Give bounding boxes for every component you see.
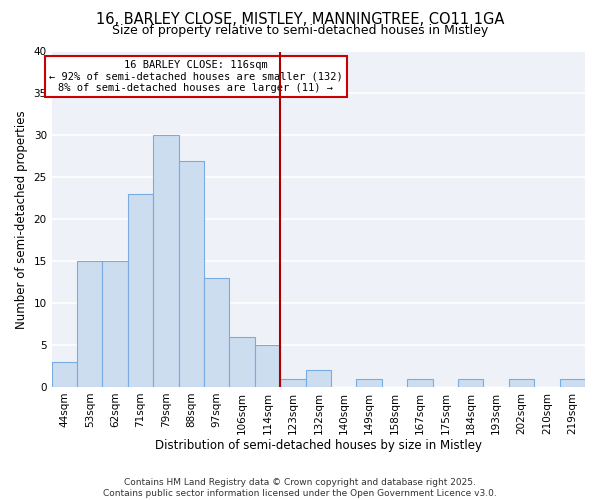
Bar <box>128 194 153 387</box>
Bar <box>103 261 128 387</box>
Text: Size of property relative to semi-detached houses in Mistley: Size of property relative to semi-detach… <box>112 24 488 37</box>
Bar <box>458 378 484 387</box>
Text: 16 BARLEY CLOSE: 116sqm
← 92% of semi-detached houses are smaller (132)
8% of se: 16 BARLEY CLOSE: 116sqm ← 92% of semi-de… <box>49 60 343 93</box>
Bar <box>305 370 331 387</box>
Bar <box>77 261 103 387</box>
Y-axis label: Number of semi-detached properties: Number of semi-detached properties <box>15 110 28 328</box>
Bar <box>255 345 280 387</box>
Bar <box>407 378 433 387</box>
Bar <box>509 378 534 387</box>
Text: 16, BARLEY CLOSE, MISTLEY, MANNINGTREE, CO11 1GA: 16, BARLEY CLOSE, MISTLEY, MANNINGTREE, … <box>96 12 504 28</box>
Bar <box>204 278 229 387</box>
X-axis label: Distribution of semi-detached houses by size in Mistley: Distribution of semi-detached houses by … <box>155 440 482 452</box>
Bar <box>560 378 585 387</box>
Bar <box>229 336 255 387</box>
Bar <box>179 160 204 387</box>
Bar <box>356 378 382 387</box>
Bar <box>280 378 305 387</box>
Bar <box>52 362 77 387</box>
Bar <box>153 136 179 387</box>
Text: Contains HM Land Registry data © Crown copyright and database right 2025.
Contai: Contains HM Land Registry data © Crown c… <box>103 478 497 498</box>
